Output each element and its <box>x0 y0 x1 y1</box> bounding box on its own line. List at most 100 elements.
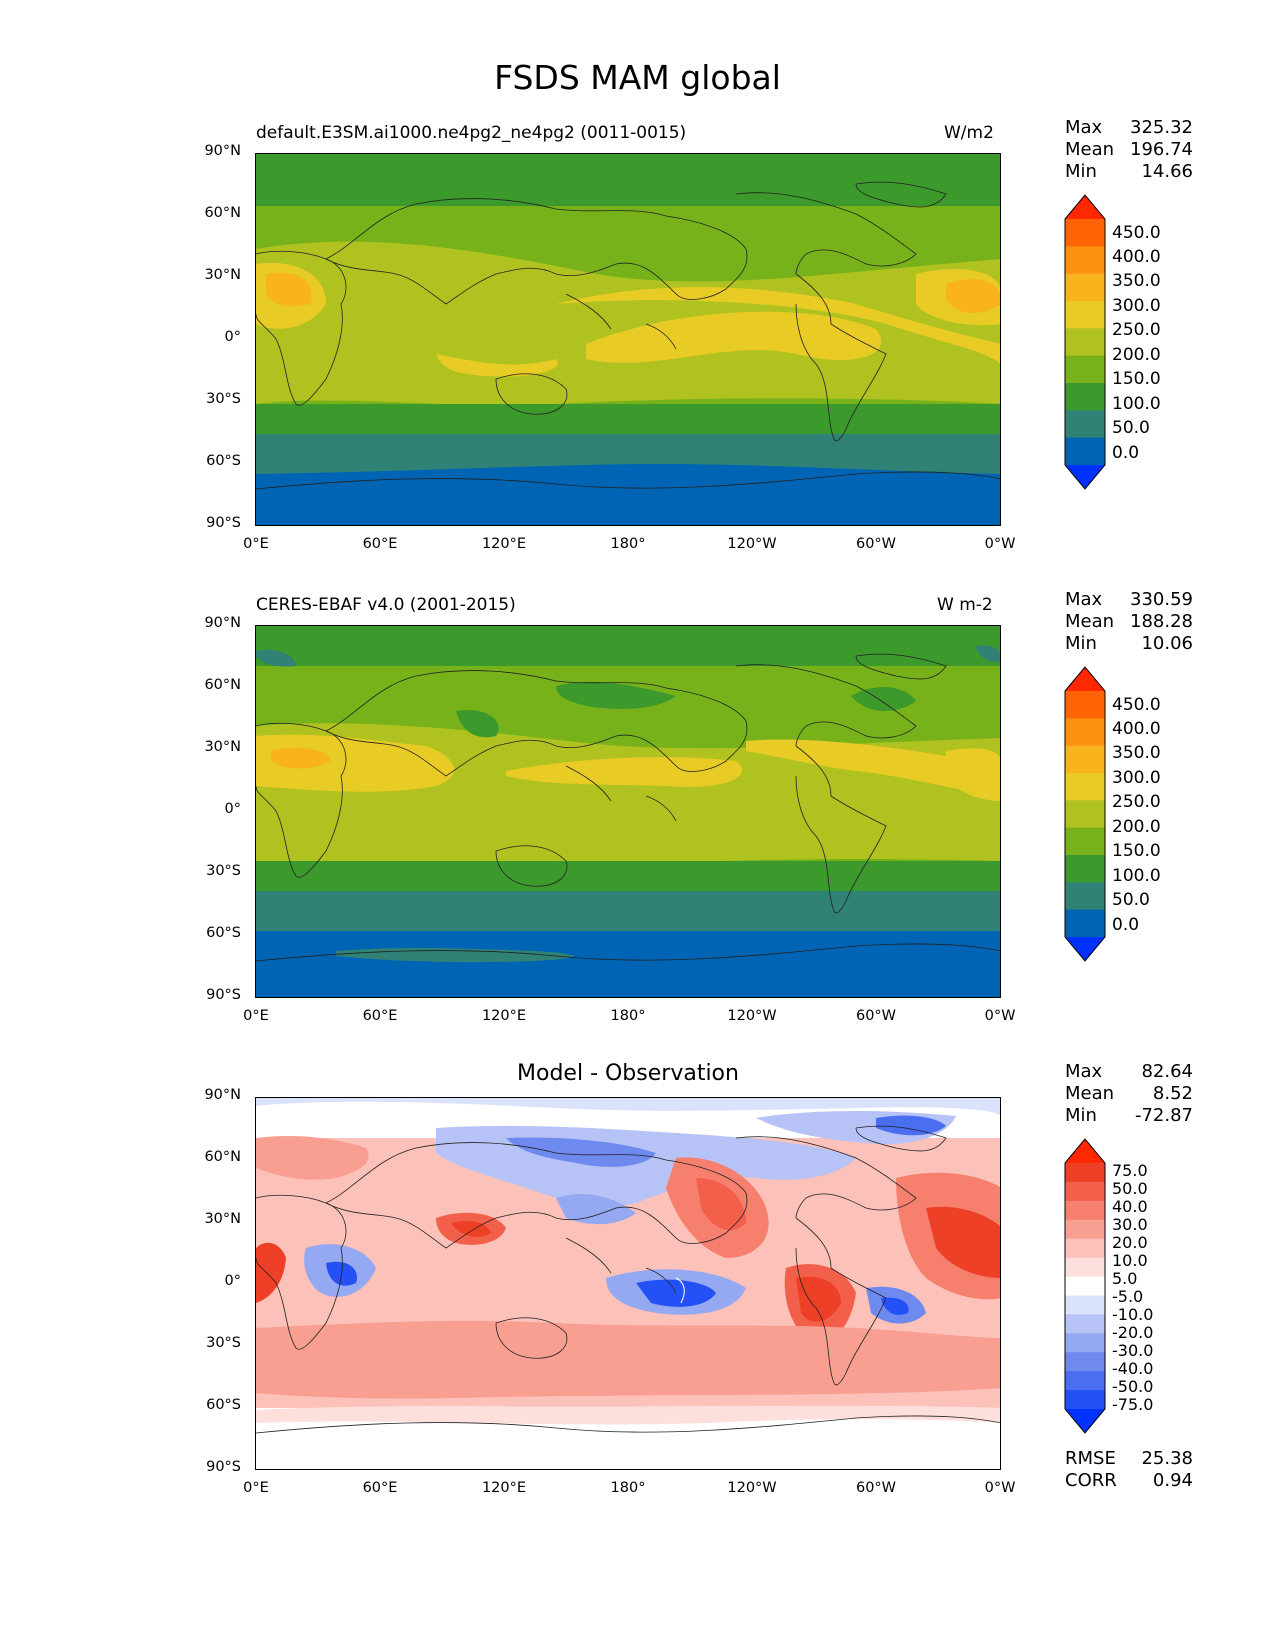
panel-obs-units: W m-2 <box>937 595 993 615</box>
stat-max-p1: Max 325.32 <box>1065 117 1193 138</box>
panel-model-title: default.E3SM.ai1000.ne4pg2_ne4pg2 (0011-… <box>256 123 687 143</box>
lon-label-p1-0e: 0°E <box>243 536 269 552</box>
lon-label-p2-120w: 120°W <box>727 1008 777 1024</box>
colorbar-outline <box>1064 1138 1106 1434</box>
cb2-tick-450: 450.0 <box>1112 695 1161 715</box>
cb3-tick-m40: -40.0 <box>1112 1359 1154 1378</box>
lat-label-p3-60n: 60°N <box>204 1149 241 1165</box>
panel-model-units: W/m2 <box>944 123 994 143</box>
colorbar-segment <box>1065 909 1105 938</box>
cb1-tick-150: 150.0 <box>1112 369 1161 389</box>
lat-label-p3-0: 0° <box>224 1273 241 1289</box>
colorbar-segment <box>1065 246 1105 275</box>
stat-min-p2: Min 10.06 <box>1065 633 1193 654</box>
colorbar-segment <box>1065 800 1105 829</box>
map-obs <box>255 625 1001 998</box>
cb3-tick-75: 75.0 <box>1112 1161 1148 1180</box>
cb1-tick-350: 350.0 <box>1112 271 1161 291</box>
panel-diff-title: Model - Observation <box>517 1061 739 1086</box>
colorbar-segment <box>1065 437 1105 466</box>
colorbar-segment <box>1065 1276 1105 1296</box>
lat-label-p2-30s: 30°S <box>206 863 241 879</box>
lon-label-p2-60w: 60°W <box>855 1008 897 1024</box>
colorbar-extend-min <box>1065 465 1105 489</box>
colorbar-segment <box>1065 827 1105 856</box>
cb2-tick-400: 400.0 <box>1112 719 1161 739</box>
cb3-tick-m20: -20.0 <box>1112 1323 1154 1342</box>
lon-label-p1-60w: 60°W <box>855 536 897 552</box>
stat-mean-p1: Mean 196.74 <box>1065 139 1193 160</box>
lon-label-p2-120e: 120°E <box>481 1008 527 1024</box>
stat-max-p3: Max 82.64 <box>1065 1061 1193 1082</box>
colorbar-segment <box>1065 1181 1105 1202</box>
cb1-tick-400: 400.0 <box>1112 247 1161 267</box>
cb2-tick-200: 200.0 <box>1112 817 1161 837</box>
colorbar-p1 <box>1064 194 1106 490</box>
lat-label-p3-60s: 60°S <box>206 1397 241 1413</box>
lat-label-p1-60n: 60°N <box>204 205 241 221</box>
colorbar-segment <box>1065 691 1105 719</box>
colorbar-segment <box>1065 301 1105 329</box>
cb3-tick-m5: -5.0 <box>1112 1287 1144 1306</box>
panel-obs-title: CERES-EBAF v4.0 (2001-2015) <box>256 595 516 615</box>
lon-label-p2-0w: 0°W <box>984 1008 1016 1024</box>
cb3-tick-m30: -30.0 <box>1112 1341 1154 1360</box>
colorbar-extend-min <box>1065 937 1105 961</box>
cb2-tick-50: 50.0 <box>1112 890 1150 910</box>
colorbar-p3 <box>1064 1138 1106 1434</box>
cb2-tick-0: 0.0 <box>1112 915 1140 935</box>
map-diff <box>255 1097 1001 1470</box>
lon-label-p3-0w: 0°W <box>984 1480 1016 1496</box>
lon-label-p2-180: 180° <box>610 1008 646 1024</box>
colorbar-segment <box>1065 1163 1105 1183</box>
cb3-tick-50: 50.0 <box>1112 1179 1148 1198</box>
lat-label-p2-60n: 60°N <box>204 677 241 693</box>
cb3-tick-m10: -10.0 <box>1112 1305 1154 1324</box>
colorbar-extend-max <box>1065 195 1105 219</box>
cb2-tick-150: 150.0 <box>1112 841 1161 861</box>
cb1-tick-0: 0.0 <box>1112 443 1140 463</box>
colorbar-extend-max <box>1065 667 1105 691</box>
cb1-tick-200: 200.0 <box>1112 345 1161 365</box>
colorbar-segment <box>1065 328 1105 357</box>
stat-min-p1: Min 14.66 <box>1065 161 1193 182</box>
cb3-tick-m50: -50.0 <box>1112 1377 1154 1396</box>
lat-label-p1-90s: 90°S <box>206 515 241 531</box>
lon-label-p2-60e: 60°E <box>362 1008 398 1024</box>
lon-label-p1-180: 180° <box>610 536 646 552</box>
colorbar-segment <box>1065 1371 1105 1391</box>
lon-label-p1-60e: 60°E <box>362 536 398 552</box>
colorbar-extend-min <box>1065 1409 1105 1433</box>
stat-min-p3: Min -72.87 <box>1065 1105 1193 1126</box>
colorbar-extend-max <box>1065 1139 1105 1163</box>
cb1-tick-50: 50.0 <box>1112 418 1150 438</box>
colorbar-segment <box>1065 773 1105 801</box>
lat-label-p3-90s: 90°S <box>206 1459 241 1475</box>
colorbar-segment <box>1065 1200 1105 1221</box>
colorbar-segment <box>1065 1295 1105 1315</box>
cb3-tick-40: 40.0 <box>1112 1197 1148 1216</box>
stat-max-p2: Max 330.59 <box>1065 589 1193 610</box>
cb3-tick-5: 5.0 <box>1112 1269 1138 1288</box>
lon-label-p3-120w: 120°W <box>727 1480 777 1496</box>
colorbar-segment <box>1065 718 1105 747</box>
lon-label-p1-120w: 120°W <box>727 536 777 552</box>
colorbar-segment <box>1065 355 1105 384</box>
cb1-tick-250: 250.0 <box>1112 320 1161 340</box>
stat-rmse: RMSE 25.38 <box>1065 1448 1193 1469</box>
colorbar-segment <box>1065 1352 1105 1372</box>
cb1-tick-450: 450.0 <box>1112 223 1161 243</box>
cb2-tick-100: 100.0 <box>1112 866 1161 886</box>
lon-label-p3-60e: 60°E <box>362 1480 398 1496</box>
lat-label-p2-30n: 30°N <box>204 739 241 755</box>
lat-label-p1-30s: 30°S <box>206 391 241 407</box>
colorbar-segment <box>1065 882 1105 911</box>
cb1-tick-100: 100.0 <box>1112 394 1161 414</box>
map-model <box>255 153 1001 526</box>
figure-title: FSDS MAM global <box>494 58 781 97</box>
lon-label-p1-120e: 120°E <box>481 536 527 552</box>
stat-mean-p3: Mean 8.52 <box>1065 1083 1193 1104</box>
lat-label-p1-30n: 30°N <box>204 267 241 283</box>
lat-label-p1-60s: 60°S <box>206 453 241 469</box>
lat-label-p2-0: 0° <box>224 801 241 817</box>
